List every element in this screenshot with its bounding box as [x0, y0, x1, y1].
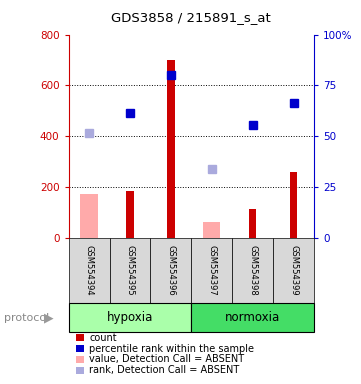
Text: GSM554394: GSM554394 [84, 245, 93, 296]
Text: GDS3858 / 215891_s_at: GDS3858 / 215891_s_at [112, 12, 271, 25]
Bar [273, 238, 314, 303]
Text: GSM554396: GSM554396 [166, 245, 175, 296]
Bar [126, 191, 134, 238]
Text: rank, Detection Call = ABSENT: rank, Detection Call = ABSENT [89, 365, 239, 375]
Bar [203, 222, 220, 238]
Text: value, Detection Call = ABSENT: value, Detection Call = ABSENT [89, 354, 244, 364]
Text: protocol: protocol [4, 313, 49, 323]
Bar [109, 238, 151, 303]
Text: GSM554395: GSM554395 [126, 245, 134, 296]
Text: percentile rank within the sample: percentile rank within the sample [89, 344, 254, 354]
Text: hypoxia: hypoxia [107, 311, 153, 324]
Text: count: count [89, 333, 117, 343]
Text: GSM554397: GSM554397 [207, 245, 216, 296]
Bar [249, 209, 256, 238]
Text: normoxia: normoxia [225, 311, 280, 324]
Bar [191, 303, 314, 332]
Text: GSM554398: GSM554398 [248, 245, 257, 296]
Bar [167, 60, 175, 238]
Text: ▶: ▶ [44, 311, 53, 324]
Bar [81, 194, 97, 238]
Bar [69, 303, 191, 332]
Bar [151, 238, 191, 303]
Bar [232, 238, 273, 303]
Bar [69, 238, 109, 303]
Bar [191, 238, 232, 303]
Bar [290, 172, 297, 238]
Text: GSM554399: GSM554399 [289, 245, 298, 296]
